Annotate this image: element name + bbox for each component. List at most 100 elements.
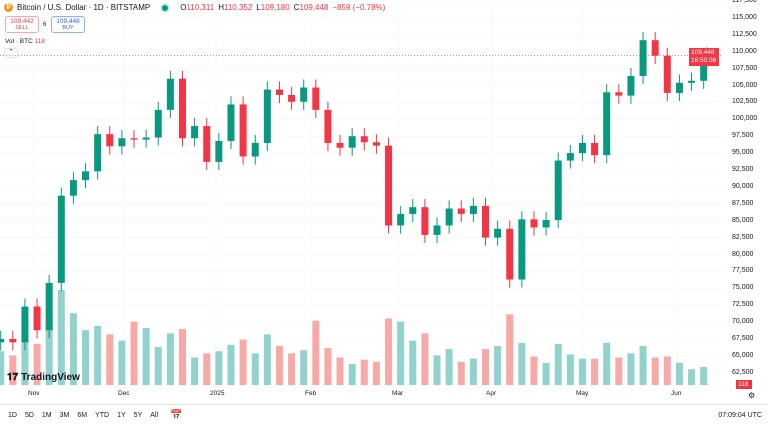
volume-bar xyxy=(288,353,296,385)
range-ytd[interactable]: YTD xyxy=(95,411,110,419)
chart-legend: ₿ Bitcoin / U.S. Dollar · 1D · BITSTAMP … xyxy=(4,3,385,12)
price-tick: 92,500 xyxy=(732,166,754,173)
volume-tag: 118 xyxy=(736,380,752,389)
candle-body xyxy=(312,87,320,110)
price-tick: 95,000 xyxy=(732,149,754,157)
candle-body xyxy=(9,339,17,343)
range-6m[interactable]: 6M xyxy=(77,411,88,419)
sell-label: SELL xyxy=(15,25,29,31)
time-tick: Jun xyxy=(671,390,682,397)
range-1y[interactable]: 1Y xyxy=(117,411,126,419)
volume-bar xyxy=(191,357,199,385)
volume-bar xyxy=(445,349,453,385)
symbol-title[interactable]: Bitcoin / U.S. Dollar · 1D · BITSTAMP xyxy=(17,3,151,12)
range-3m[interactable]: 3M xyxy=(59,411,70,419)
buy-price: 109,448 xyxy=(56,18,80,25)
candle-body xyxy=(203,126,211,162)
price-tick: 87,500 xyxy=(732,199,754,207)
bar-countdown: 16:50:56 xyxy=(691,57,717,64)
volume-bar xyxy=(651,357,659,385)
volume-bar xyxy=(130,321,138,385)
volume-bar xyxy=(336,357,344,385)
volume-bar xyxy=(518,342,526,385)
candle-body xyxy=(57,195,65,283)
volume-bar xyxy=(179,329,186,385)
last-price-tag: 109,448 16:50:56 xyxy=(689,48,719,66)
candle-body xyxy=(324,109,332,143)
collapse-legend-button[interactable]: ⌃ xyxy=(4,48,18,58)
time-tick: Feb xyxy=(305,390,317,397)
candle-body xyxy=(106,134,114,147)
range-1d[interactable]: 1D xyxy=(8,411,17,419)
range-1m[interactable]: 1M xyxy=(41,411,52,419)
candle-body xyxy=(457,208,465,214)
volume-bar xyxy=(675,362,683,385)
price-tick: 97,500 xyxy=(732,132,754,140)
price-tick: 80,000 xyxy=(732,250,754,258)
time-tick: Apr xyxy=(486,390,497,397)
price-tick: 110,000 xyxy=(732,47,757,55)
ohlc-close-value: 109,448 xyxy=(299,3,329,12)
volume-legend-value: 118 xyxy=(34,38,45,45)
volume-bar xyxy=(554,343,562,385)
tradingview-logo: 𝟏𝟕 TradingView xyxy=(7,372,80,383)
volume-bar xyxy=(397,321,405,385)
range-all[interactable]: All xyxy=(150,411,159,419)
volume-bar xyxy=(69,313,77,385)
price-axis[interactable]: 117,500 115,000 112,500 110,000 107,500 105,0… xyxy=(722,0,768,388)
buy-button[interactable]: 109,448 BUY xyxy=(51,16,85,33)
settings-icon[interactable]: ⚙ xyxy=(748,391,756,400)
candle-body xyxy=(336,142,344,148)
ohlc-open: O110,311 xyxy=(180,3,214,12)
volume-bar xyxy=(324,348,332,385)
price-tick: 82,500 xyxy=(732,233,754,241)
volume-bar xyxy=(482,349,489,385)
volume-bar xyxy=(142,328,150,385)
volume-bar xyxy=(215,351,223,385)
candle-body xyxy=(45,282,53,331)
volume-bar xyxy=(300,350,308,385)
range-buttons: 1D 5D 1M 3M 6M YTD 1Y 5Y All xyxy=(8,412,158,419)
candle-body xyxy=(700,61,708,81)
candle-body xyxy=(118,138,126,147)
candle-body xyxy=(651,40,659,56)
volume-bar xyxy=(251,353,259,385)
sell-button[interactable]: 109,442 SELL xyxy=(5,16,39,33)
range-5d[interactable]: 5D xyxy=(24,411,34,419)
candle-body xyxy=(348,136,356,148)
price-tick: 100,000 xyxy=(732,115,758,123)
price-tick: 112,500 xyxy=(732,30,757,38)
candle-body xyxy=(409,207,417,214)
candle-body xyxy=(300,87,308,102)
candle-body xyxy=(397,213,405,226)
volume-bar xyxy=(385,318,393,385)
candle-body xyxy=(421,207,429,235)
ohlc-low: L109,180 xyxy=(256,3,289,12)
price-tick: 105,000 xyxy=(732,81,758,89)
volume-bar xyxy=(33,343,41,385)
price-chart[interactable] xyxy=(0,0,722,388)
candle-body xyxy=(603,92,611,156)
volume-bar xyxy=(530,356,538,385)
volume-bar xyxy=(348,363,356,385)
ohlc-close-label: C xyxy=(293,3,300,12)
time-tick: Dec xyxy=(118,390,130,397)
candle-body xyxy=(615,92,623,96)
candle-body xyxy=(433,225,441,235)
time-axis[interactable]: Nov Dec 2025 Feb Mar Apr May Jun xyxy=(0,388,722,404)
price-tick: 75,000 xyxy=(732,284,754,292)
ohlc-change: −859 (−0.78%) xyxy=(332,3,386,12)
volume-bar xyxy=(700,367,708,385)
volume-bar xyxy=(0,351,5,385)
candle-body xyxy=(566,153,574,161)
bitcoin-icon: ₿ xyxy=(4,3,13,12)
candle-body xyxy=(469,205,477,214)
volume-bar xyxy=(203,353,211,385)
volume-bar xyxy=(118,340,126,385)
candle-body xyxy=(385,145,393,226)
range-5y[interactable]: 5Y xyxy=(133,411,143,419)
volume-bar xyxy=(457,361,465,385)
clock[interactable]: 07:09:04 UTC xyxy=(718,411,762,419)
ohlc-close: C109,448 xyxy=(294,3,329,12)
calendar-icon[interactable]: 📅 xyxy=(170,409,183,421)
